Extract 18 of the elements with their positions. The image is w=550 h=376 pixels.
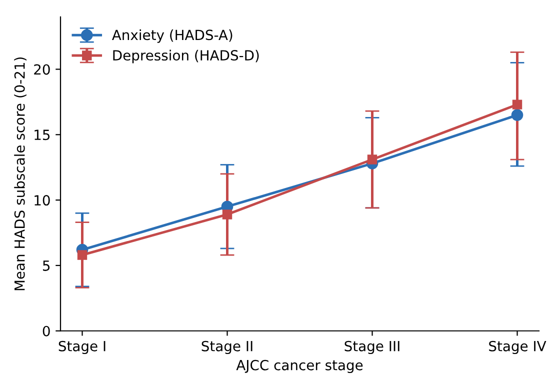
legend-label: Anxiety (HADS-A): [112, 29, 232, 43]
x-axis-title: AJCC cancer stage: [236, 360, 363, 374]
y-tick-label: 10: [34, 195, 50, 206]
x-tick-label: Stage IV: [489, 340, 546, 354]
x-tick-label: Stage I: [58, 340, 106, 354]
x-tick-label: Stage II: [202, 340, 252, 354]
y-tick-label: 5: [43, 260, 50, 271]
y-tick-label: 20: [34, 64, 50, 75]
point: [367, 154, 378, 164]
y-tick-label: 0: [42, 326, 50, 336]
x-tick-label: Stage III: [344, 340, 400, 354]
point: [512, 100, 522, 110]
y-tick-label: 15: [34, 130, 50, 140]
point: [222, 210, 232, 220]
point: [511, 109, 524, 121]
legend-label: Depression (HADS-D): [113, 50, 259, 64]
y-axis-title: Mean HADS subscale score (0-21): [14, 57, 26, 290]
point: [77, 250, 88, 260]
